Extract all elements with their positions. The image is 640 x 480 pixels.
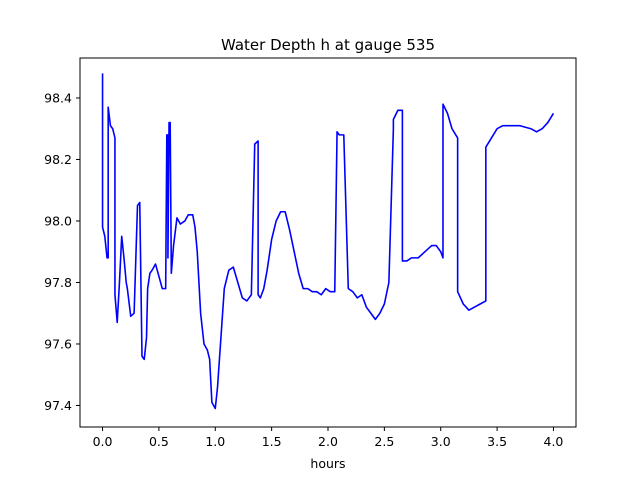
- x-axis-label: hours: [310, 456, 345, 471]
- y-tick-label: 97.8: [44, 275, 72, 290]
- x-tick-label: 3.0: [431, 434, 451, 449]
- y-tick-label: 98.2: [44, 152, 72, 167]
- y-tick-label: 98.0: [44, 213, 72, 228]
- x-tick-label: 2.0: [318, 434, 338, 449]
- x-tick-label: 1.0: [205, 434, 225, 449]
- y-tick-label: 97.6: [44, 336, 72, 351]
- y-tick-label: 97.4: [44, 398, 72, 413]
- x-axis: 0.0 0.5 1.0 1.5 2.0 2.5 3.0 3.5 4.0: [93, 427, 564, 449]
- y-tick-label: 98.4: [44, 90, 72, 105]
- plot-frame: [79, 57, 577, 428]
- x-tick-label: 0.5: [149, 434, 169, 449]
- x-tick-label: 4.0: [544, 434, 564, 449]
- x-tick-label: 0.0: [93, 434, 113, 449]
- y-axis: 97.4 97.6 97.8 98.0 98.2 98.4: [44, 90, 80, 413]
- x-tick-label: 2.5: [374, 434, 394, 449]
- series-line: [101, 73, 555, 410]
- chart-title: Water Depth h at gauge 535: [221, 36, 435, 54]
- x-tick-label: 1.5: [262, 434, 282, 449]
- series-layer: [101, 73, 555, 410]
- x-tick-label: 3.5: [487, 434, 507, 449]
